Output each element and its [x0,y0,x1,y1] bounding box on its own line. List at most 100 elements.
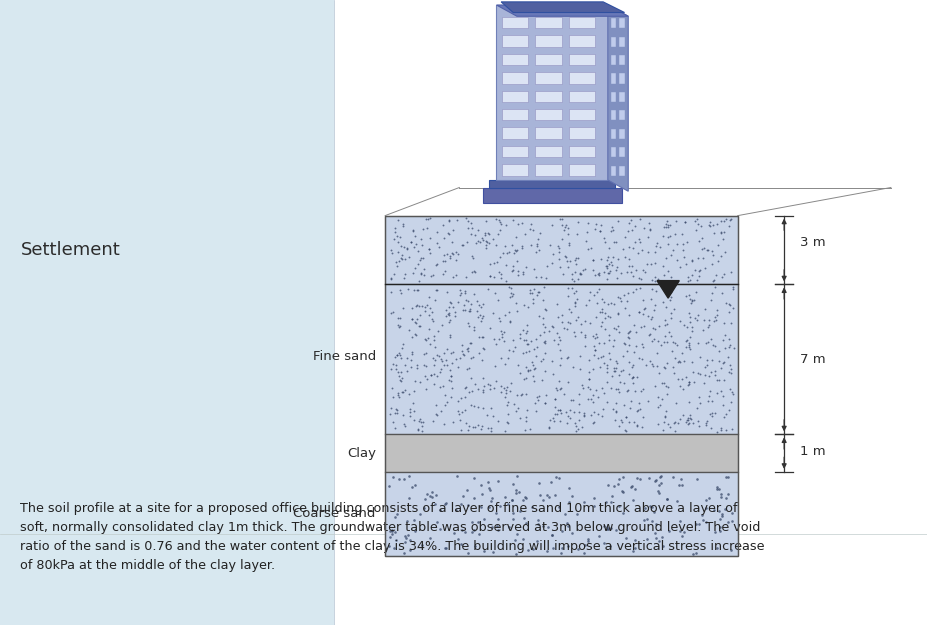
Point [534,376,549,386]
Bar [610,55,616,65]
Point [398,537,413,547]
Point [489,508,503,518]
Point [607,366,622,376]
Point [648,361,663,371]
Point [429,518,444,528]
Point [453,425,468,435]
Point [633,386,648,396]
Point [669,357,684,367]
Point [690,416,705,426]
Point [463,372,477,382]
Point [527,351,542,361]
Point [481,229,496,239]
Point [424,487,438,497]
Point [480,228,495,238]
Point [610,308,625,318]
Point [469,306,484,316]
Point [417,306,432,316]
Point [631,308,646,318]
Point [612,421,627,431]
Point [444,248,459,258]
Point [659,319,674,329]
Point [659,389,674,399]
Point [585,419,600,429]
Point [552,254,566,264]
Point [387,536,402,546]
Point [552,214,566,224]
Point [520,546,535,556]
Point [567,421,582,431]
Point [619,296,634,306]
Point [709,543,724,553]
Point [567,418,582,428]
Point [569,294,584,304]
Point [435,220,450,230]
Point [581,368,596,378]
Point [659,338,674,348]
Point [581,374,596,384]
Point [530,234,545,244]
Point [567,315,582,325]
Point [690,368,705,378]
Point [538,399,552,409]
Point [651,488,666,498]
Point [559,518,574,528]
Point [632,404,647,414]
Point [518,493,533,503]
Point [628,284,642,294]
Point [590,269,605,279]
Bar [535,127,561,139]
Point [695,314,710,324]
Point [681,413,696,423]
Point [709,219,724,229]
Point [483,496,498,506]
Point [481,238,496,248]
Point [465,422,480,432]
Point [497,392,512,402]
Point [531,311,546,321]
Point [708,316,723,326]
Point [451,406,465,416]
Point [486,272,501,282]
Point [484,403,499,413]
Point [616,426,631,436]
Point [410,259,425,269]
Point [670,356,685,366]
Point [720,368,735,378]
Point [697,338,712,348]
Point [408,331,423,341]
Point [471,332,486,342]
Point [620,329,635,339]
Point [608,406,623,416]
Point [684,326,699,336]
Point [404,314,419,324]
Point [624,373,639,383]
Point [544,249,559,259]
Point [531,286,546,296]
Point [648,475,663,485]
Point [527,364,541,374]
Point [404,303,419,313]
Point [552,408,567,418]
Point [474,332,489,342]
Point [404,332,419,342]
Bar [618,37,624,47]
Point [705,396,719,406]
Point [450,362,464,372]
Point [625,495,640,505]
Point [383,364,398,374]
Point [496,327,511,337]
Point [406,386,421,396]
Point [492,217,507,227]
Point [571,415,586,425]
Point [458,296,473,306]
Point [412,276,426,286]
Point [514,242,528,252]
Point [720,299,735,309]
Point [451,414,466,424]
Point [416,503,431,512]
Point [527,363,542,373]
Point [580,217,595,227]
Point [383,532,398,542]
Point [390,320,405,330]
